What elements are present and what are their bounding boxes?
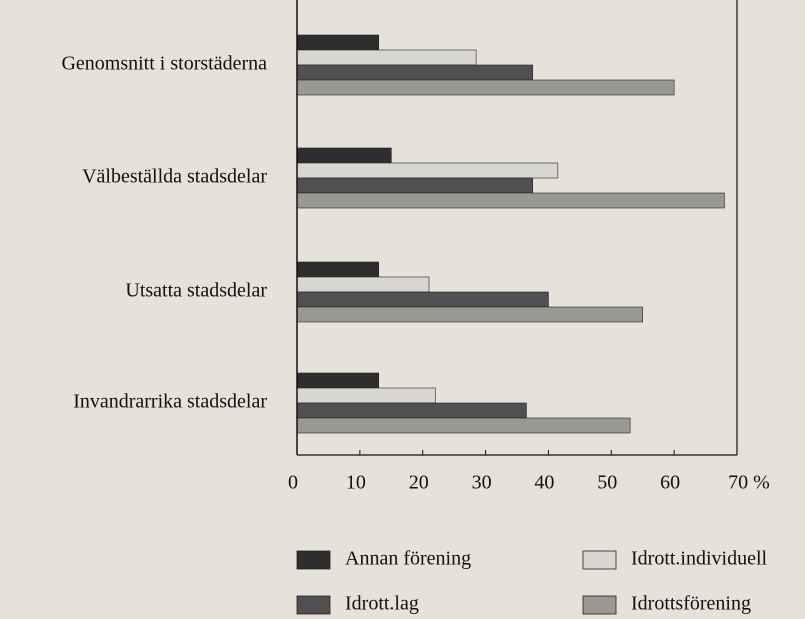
x-tick-label: 50 (597, 472, 617, 494)
category-label: Välbeställda stadsdelar (82, 166, 267, 188)
x-tick-label: 40 (534, 472, 554, 494)
legend-label: Idrott.lag (345, 593, 419, 615)
bar (296, 402, 527, 419)
bar (296, 372, 380, 389)
bar (296, 306, 644, 323)
bar (296, 49, 477, 66)
legend-swatch (296, 550, 331, 570)
x-tick-label: 70 % (728, 472, 770, 494)
bar (296, 162, 559, 179)
x-tick-label: 10 (346, 472, 366, 494)
category-label: Utsatta stadsdelar (125, 280, 267, 302)
legend-label: Idrott.individuell (631, 548, 768, 570)
legend-swatch (582, 595, 617, 615)
category-label: Genomsnitt i storstäderna (61, 53, 267, 75)
bar (296, 276, 430, 293)
bar (296, 147, 392, 164)
bar (296, 417, 631, 434)
bar (296, 34, 380, 51)
legend-swatch (296, 595, 331, 615)
bar (296, 79, 675, 96)
x-tick-label: 60 (660, 472, 680, 494)
x-tick-label: 30 (472, 472, 492, 494)
legend-label: Idrottsförening (631, 593, 751, 615)
bar (296, 64, 534, 81)
bar (296, 192, 725, 209)
bar (296, 387, 436, 404)
x-tick-label: 20 (409, 472, 429, 494)
bar (296, 291, 549, 308)
legend-swatch (582, 550, 617, 570)
legend-label: Annan förening (345, 548, 471, 570)
bar (296, 261, 380, 278)
bar (296, 177, 534, 194)
x-tick-label: 0 (288, 472, 298, 494)
category-label: Invandrarrika stadsdelar (73, 391, 267, 413)
